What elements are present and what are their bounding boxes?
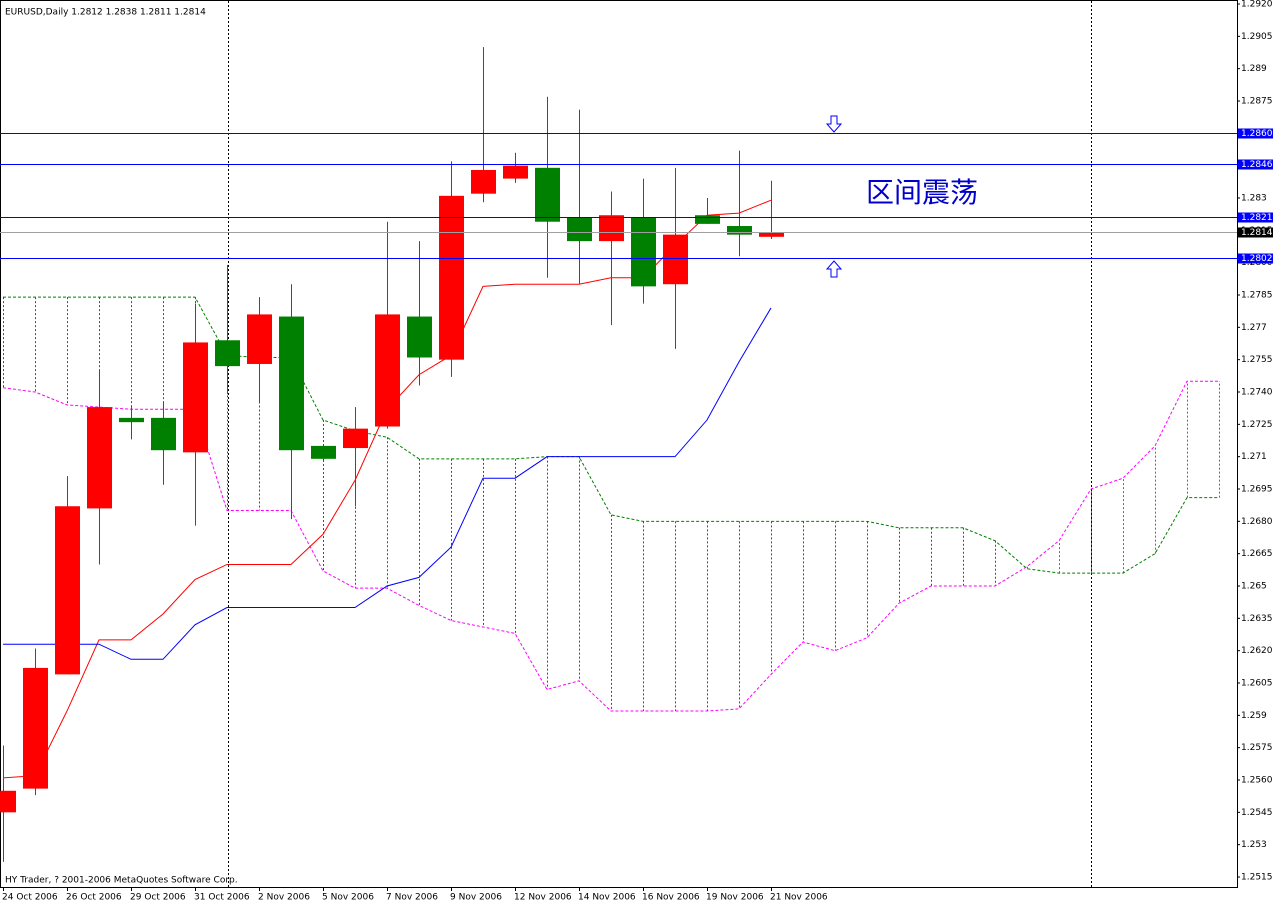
y-tick-label: 1.2875 — [1241, 97, 1273, 107]
y-tick-label: 1.265 — [1241, 582, 1267, 592]
y-tick-label: 1.2785 — [1241, 291, 1273, 301]
x-tick-label: 26 Oct 2006 — [66, 893, 122, 903]
footer: HY Trader, ? 2001-2006 MetaQuotes Softwa… — [5, 876, 238, 886]
y-tick-label: 1.2545 — [1241, 808, 1273, 818]
x-tick-label: 19 Nov 2006 — [706, 893, 764, 903]
candle-body — [375, 314, 400, 427]
up-arrow — [825, 260, 843, 278]
annotation: 区间震荡 — [866, 176, 978, 209]
candle-body — [87, 407, 112, 509]
y-tick-label: 1.2665 — [1241, 549, 1273, 559]
y-tick-label: 1.2755 — [1241, 355, 1273, 365]
y-tick-label: 1.2905 — [1241, 32, 1273, 42]
candle-body — [247, 314, 272, 364]
candle-body — [599, 215, 624, 242]
x-tick-label: 14 Nov 2006 — [578, 893, 636, 903]
candle-body — [119, 417, 144, 423]
x-tick-label: 2 Nov 2006 — [258, 893, 310, 903]
candle-body — [407, 316, 432, 358]
x-tick-label: 7 Nov 2006 — [386, 893, 438, 903]
candle-body — [503, 165, 528, 179]
candle-body — [151, 417, 176, 451]
x-tick-label: 29 Oct 2006 — [130, 893, 186, 903]
current-price-label: 1.2814 — [1241, 228, 1273, 238]
candle-body — [535, 167, 560, 222]
y-tick-label: 1.277 — [1241, 323, 1267, 333]
level-label: 1.2821 — [1241, 213, 1273, 223]
candle-body — [23, 667, 48, 789]
x-tick-label: 16 Nov 2006 — [642, 893, 700, 903]
y-tick-label: 1.289 — [1241, 64, 1267, 74]
current-price-box — [1238, 227, 1273, 238]
level-label-box — [1238, 253, 1273, 264]
candle-body — [567, 217, 592, 242]
level-label: 1.2860 — [1241, 129, 1273, 139]
y-tick-label: 1.253 — [1241, 840, 1267, 850]
candle-body — [471, 169, 496, 194]
level-label: 1.2802 — [1241, 254, 1273, 264]
candle-body — [663, 234, 688, 285]
candle-body — [727, 226, 752, 235]
indicator-line — [3, 307, 772, 660]
y-tick-label: 1.2620 — [1241, 646, 1273, 656]
x-tick-label: 21 Nov 2006 — [770, 893, 828, 903]
x-tick-label: 31 Oct 2006 — [194, 893, 250, 903]
y-tick-label: 1.271 — [1241, 452, 1267, 462]
y-tick-label: 1.2575 — [1241, 743, 1273, 753]
y-tick-label: 1.2740 — [1241, 388, 1273, 398]
chart-title: EURUSD,Daily 1.2812 1.2838 1.2811 1.2814 — [5, 8, 206, 18]
y-tick-label: 1.2560 — [1241, 776, 1273, 786]
level-label-box — [1238, 159, 1273, 170]
level-label-box — [1238, 212, 1273, 223]
candle-body — [0, 790, 16, 813]
y-tick-label: 1.2635 — [1241, 614, 1273, 624]
candle-body — [279, 316, 304, 451]
x-tick-label: 12 Nov 2006 — [514, 893, 572, 903]
y-tick-label: 1.2680 — [1241, 517, 1273, 527]
x-tick-label: 24 Oct 2006 — [2, 893, 58, 903]
level-label: 1.2846 — [1241, 160, 1273, 170]
cloud-span-a — [3, 296, 1219, 574]
x-tick-label: 5 Nov 2006 — [322, 893, 374, 903]
down-arrow — [825, 115, 843, 133]
y-tick-label: 1.2695 — [1241, 485, 1273, 495]
y-tick-label: 1.2605 — [1241, 679, 1273, 689]
chart-layer — [0, 47, 1220, 862]
candle-body — [695, 215, 720, 224]
candle-body — [311, 445, 336, 459]
y-tick-label: 1.283 — [1241, 194, 1267, 204]
level-label-box — [1238, 128, 1273, 139]
y-tick-label: 1.2725 — [1241, 420, 1273, 430]
candle-body — [439, 195, 464, 360]
y-tick-label: 1.259 — [1241, 711, 1267, 721]
candle-body — [215, 340, 240, 367]
candle-body — [631, 217, 656, 287]
y-tick-label: 1.2515 — [1241, 873, 1273, 883]
candle-body — [759, 232, 784, 237]
candle-body — [343, 428, 368, 449]
y-tick-label: 1.2920 — [1241, 0, 1273, 10]
candle-body — [183, 342, 208, 453]
x-tick-label: 9 Nov 2006 — [450, 893, 502, 903]
candle-body — [55, 506, 80, 675]
